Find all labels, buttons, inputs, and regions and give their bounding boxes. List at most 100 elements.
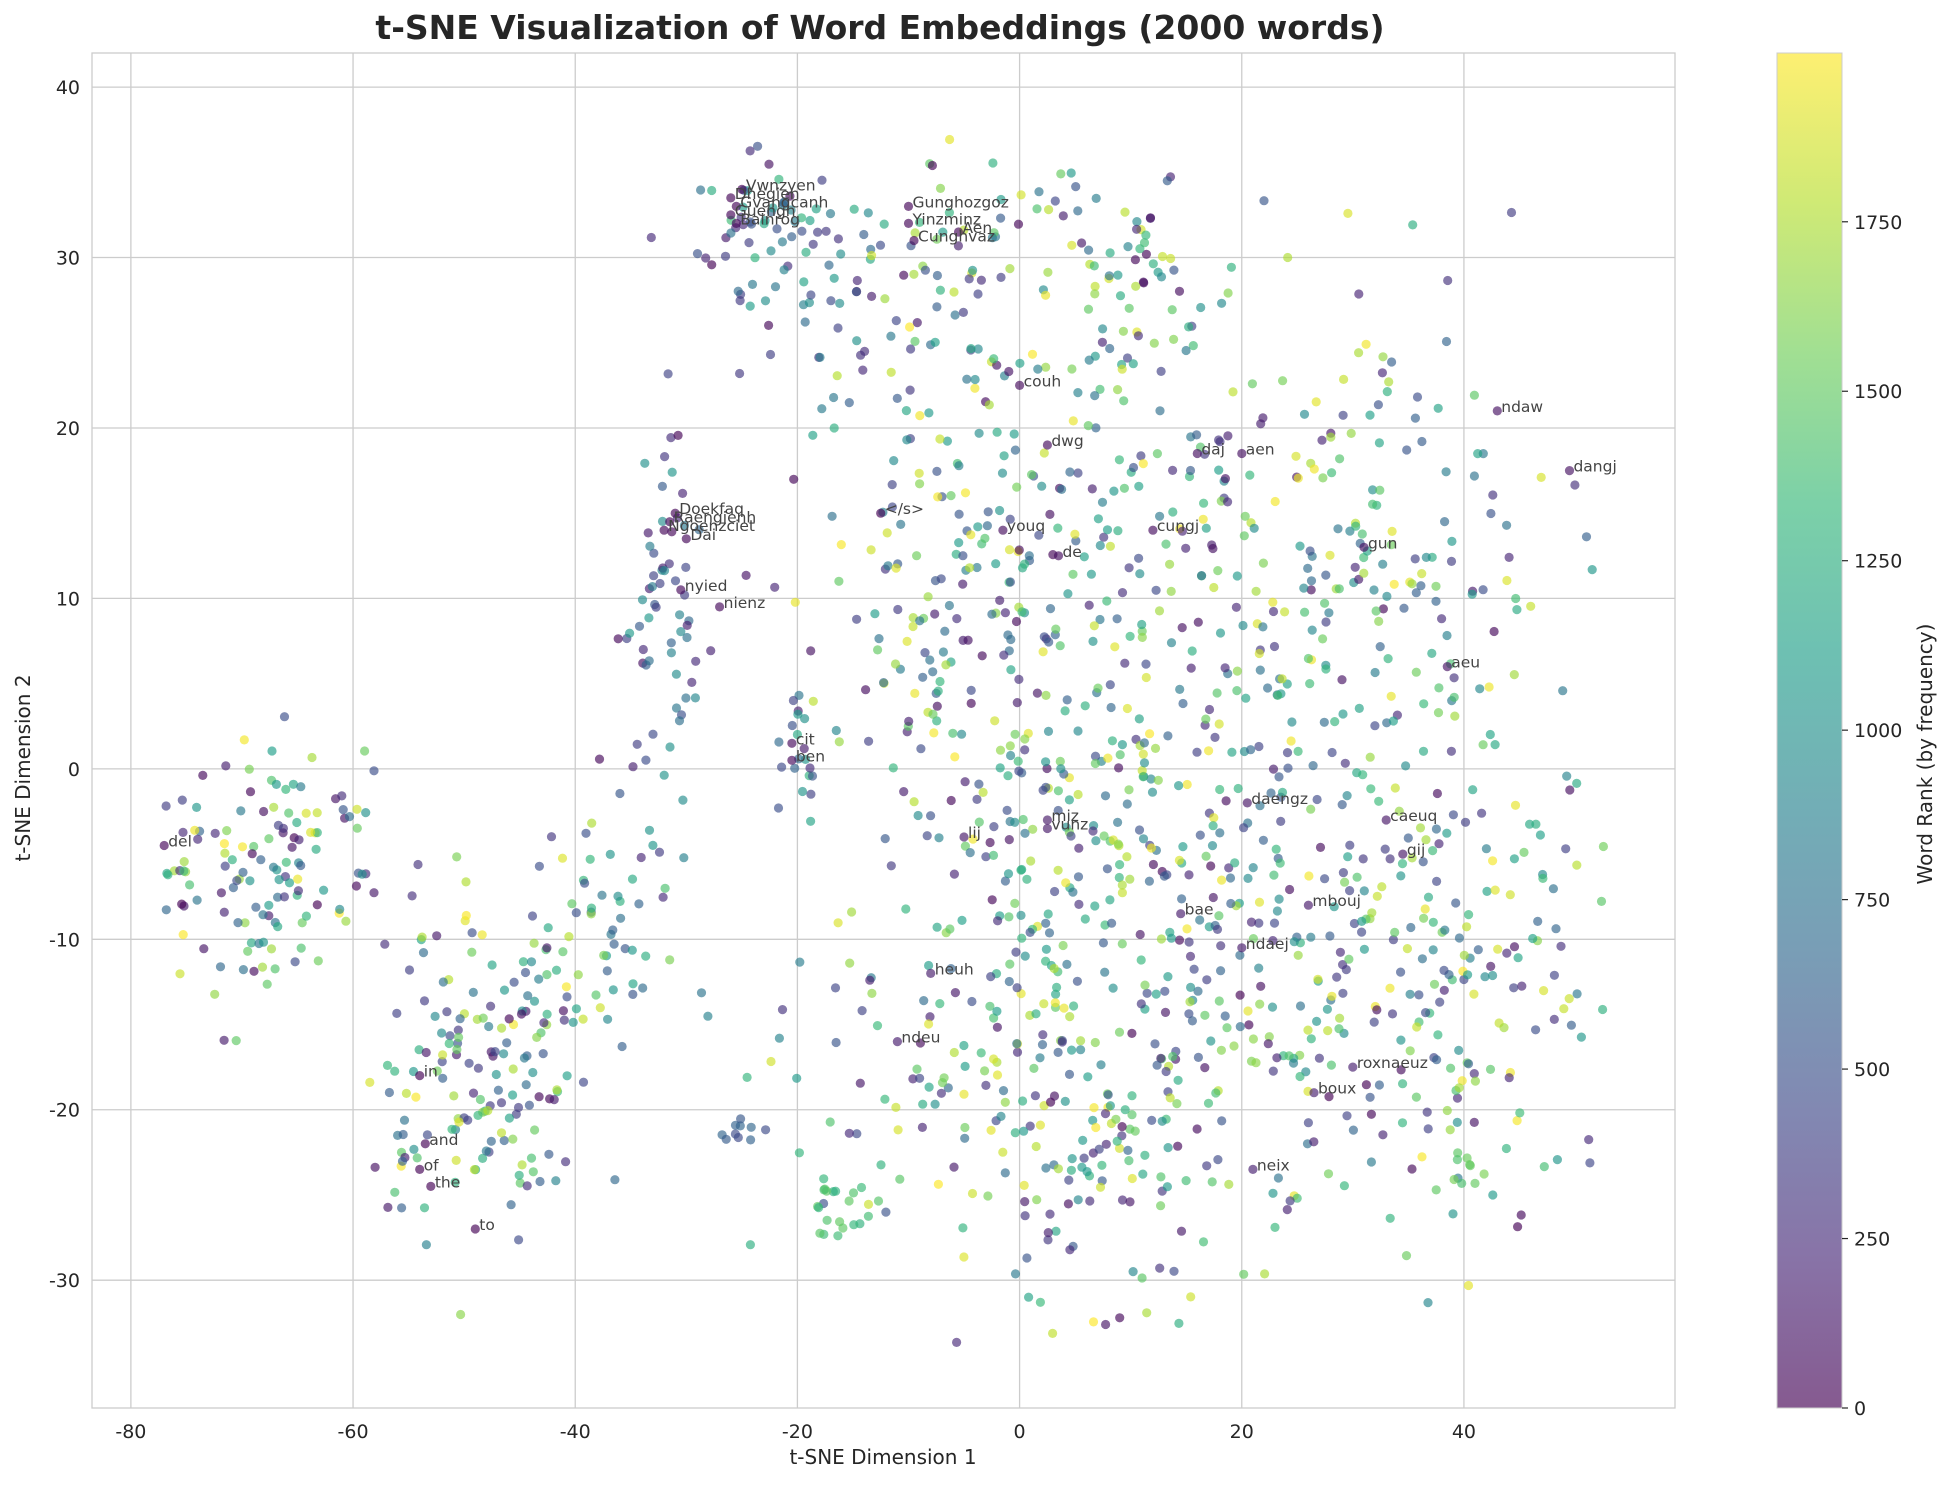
data-point <box>1385 983 1395 993</box>
data-point <box>1100 967 1110 977</box>
data-point <box>401 1088 411 1098</box>
data-point <box>1187 646 1197 656</box>
data-point <box>1559 1004 1569 1014</box>
data-point <box>1037 1040 1048 1050</box>
data-point <box>1273 1173 1283 1183</box>
data-point <box>1306 576 1317 586</box>
data-point <box>571 1004 582 1014</box>
data-point <box>799 277 809 287</box>
data-point <box>1176 909 1186 919</box>
data-point <box>638 644 648 655</box>
data-point <box>919 996 929 1006</box>
data-point <box>1022 874 1032 884</box>
data-point <box>1506 207 1517 218</box>
data-point <box>634 899 644 909</box>
data-point <box>1113 839 1123 849</box>
data-point <box>1169 334 1179 344</box>
data-point <box>1174 286 1185 296</box>
data-point <box>1109 486 1119 496</box>
data-point <box>945 134 955 145</box>
data-point <box>1058 940 1068 951</box>
data-point <box>1166 638 1177 648</box>
data-point <box>1043 726 1054 737</box>
data-point <box>1074 843 1084 853</box>
data-point <box>1377 368 1387 378</box>
data-point <box>1486 508 1496 519</box>
data-point <box>1051 989 1061 999</box>
data-point <box>1485 729 1495 740</box>
data-point <box>913 810 923 821</box>
data-point <box>1117 588 1128 598</box>
data-point <box>1095 1182 1106 1192</box>
data-point <box>1114 1027 1125 1037</box>
data-point <box>1564 466 1575 476</box>
data-point <box>1338 988 1348 998</box>
data-point <box>883 561 893 571</box>
data-point <box>1309 1088 1319 1098</box>
data-point <box>989 354 999 364</box>
data-point <box>679 520 690 531</box>
data-point <box>1235 990 1245 1000</box>
data-point <box>1041 290 1051 300</box>
data-point <box>1018 1096 1028 1106</box>
data-point <box>1138 459 1148 469</box>
x-tick-label: 40 <box>1452 1421 1476 1443</box>
data-point <box>1511 593 1521 604</box>
data-point <box>909 269 919 279</box>
data-point <box>161 905 171 915</box>
data-point <box>1013 756 1023 766</box>
data-point <box>175 969 185 979</box>
data-point <box>879 219 889 229</box>
data-point <box>1371 606 1381 616</box>
data-point <box>1254 963 1264 973</box>
data-point <box>1045 1209 1055 1219</box>
data-point <box>935 434 945 444</box>
data-point <box>799 744 809 754</box>
data-point <box>1055 641 1065 651</box>
data-point <box>1058 211 1068 221</box>
data-point <box>1214 911 1224 921</box>
data-point <box>886 331 896 341</box>
data-point <box>1283 252 1293 263</box>
data-point <box>1442 828 1452 838</box>
data-point <box>1115 860 1125 870</box>
data-point <box>1125 1197 1135 1207</box>
data-point <box>1089 261 1099 271</box>
data-point <box>477 930 487 940</box>
data-point <box>602 966 612 976</box>
data-point <box>777 1005 788 1015</box>
data-point <box>1454 933 1464 943</box>
data-point <box>1330 717 1340 727</box>
data-point <box>1282 748 1293 758</box>
data-point <box>1053 523 1063 533</box>
data-point <box>983 507 993 517</box>
data-point <box>296 860 306 871</box>
data-point <box>238 867 248 878</box>
data-point <box>829 392 839 403</box>
data-point <box>1325 550 1335 560</box>
data-point <box>903 201 914 211</box>
data-point <box>568 1017 578 1027</box>
data-point <box>1365 1092 1375 1102</box>
data-point <box>1136 451 1146 461</box>
data-point <box>597 890 607 900</box>
data-point <box>1080 701 1090 711</box>
data-point <box>950 752 960 762</box>
data-point <box>292 817 302 828</box>
colorbar-tick-label: 1250 <box>1854 551 1902 573</box>
data-point <box>1338 709 1348 719</box>
data-point <box>487 960 497 970</box>
data-point <box>484 1021 494 1032</box>
data-point <box>499 985 510 995</box>
data-point <box>445 1031 455 1041</box>
data-point <box>824 260 834 270</box>
x-tick-label: 0 <box>1014 1421 1026 1443</box>
data-point <box>1030 1091 1040 1101</box>
data-point <box>745 301 755 311</box>
data-point <box>1182 779 1192 790</box>
data-point <box>220 861 230 871</box>
data-point <box>774 737 784 747</box>
data-point <box>534 974 544 984</box>
data-point <box>1513 953 1523 963</box>
